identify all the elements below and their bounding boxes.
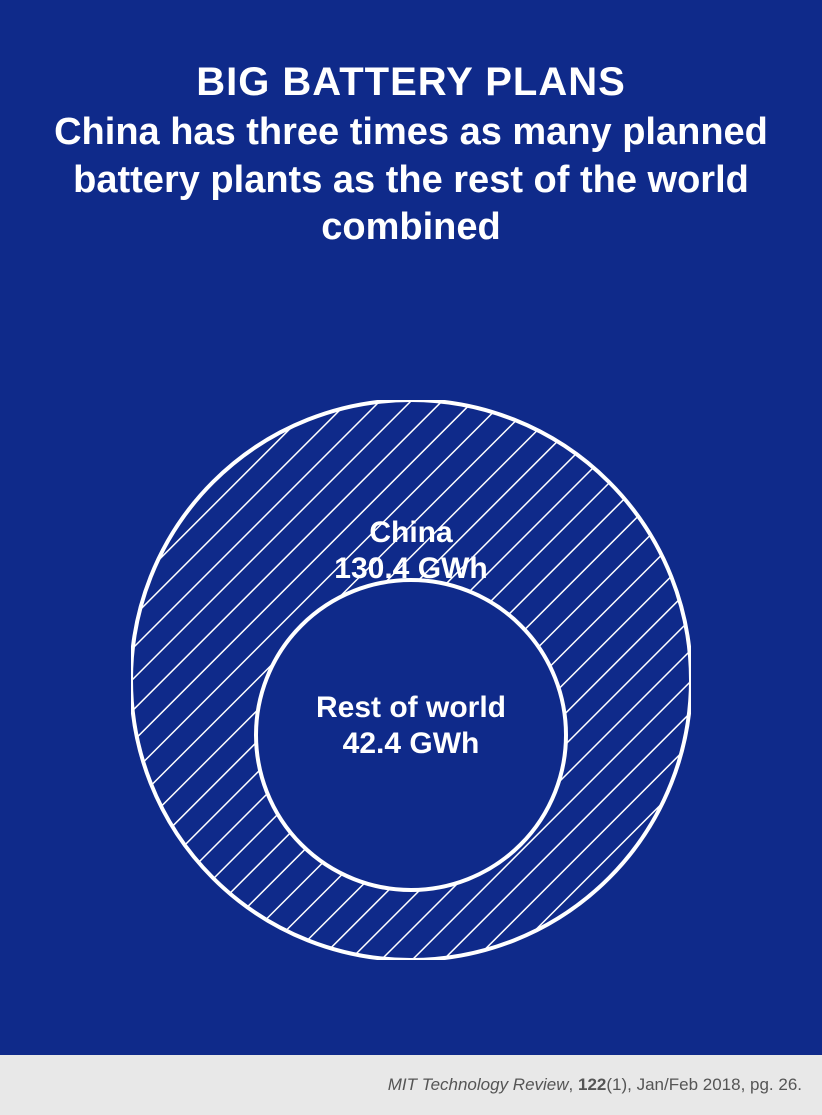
chart-svg [131, 400, 691, 960]
nested-circle-chart: China 130.4 GWh Rest of world 42.4 GWh [131, 400, 691, 960]
citation-text: MIT Technology Review, 122(1), Jan/Feb 2… [388, 1075, 802, 1095]
chart-title: BIG BATTERY PLANS [40, 60, 782, 105]
citation-bar: MIT Technology Review, 122(1), Jan/Feb 2… [0, 1055, 822, 1115]
infographic-panel: BIG BATTERY PLANS China has three times … [0, 0, 822, 1055]
citation-source: MIT Technology Review [388, 1075, 569, 1094]
chart-subtitle: China has three times as many planned ba… [40, 109, 782, 252]
title-block: BIG BATTERY PLANS China has three times … [0, 60, 822, 252]
citation-rest: (1), Jan/Feb 2018, pg. 26. [606, 1075, 802, 1094]
citation-volume: 122 [578, 1075, 606, 1094]
